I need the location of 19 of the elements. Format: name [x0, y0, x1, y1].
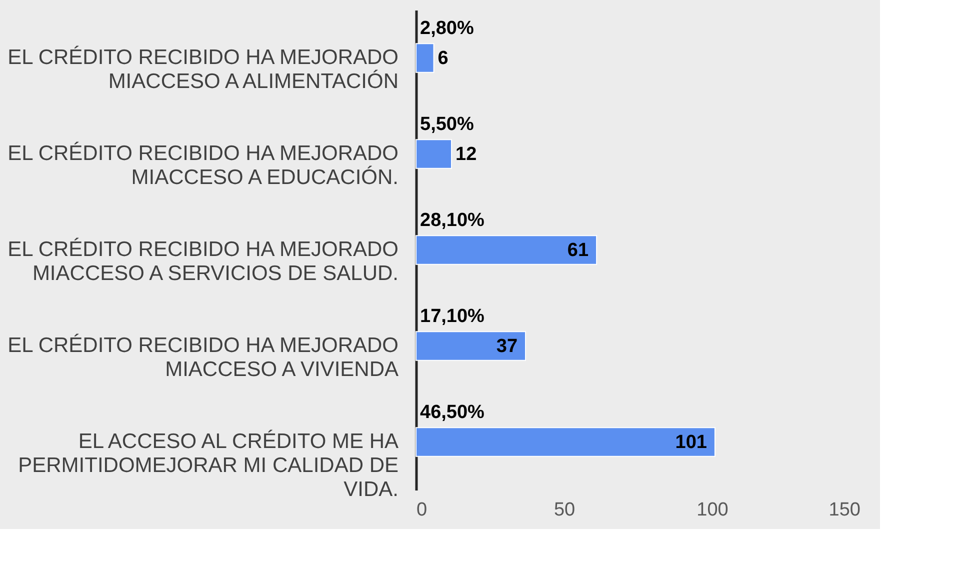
y-tick-label: EL CRÉDITO RECIBIDO HA MEJORADO MIACCESO A EDUCACIÓN.	[8, 141, 398, 189]
x-tick-label: 0	[416, 500, 428, 520]
annotation: 46,50%	[420, 402, 485, 423]
data-label: 12	[456, 144, 477, 165]
annotation: 28,10%	[420, 210, 485, 231]
y-tick-label: EL CRÉDITO RECIBIDO HA MEJORADO MIACCESO A SERVICIOS DE SALUD.	[8, 237, 398, 285]
annotation: 5,50%	[420, 114, 474, 135]
annotation: 2,80%	[420, 18, 474, 39]
data-label: 6	[438, 48, 448, 69]
y-tick-label: EL ACCESO AL CRÉDITO ME HA PERMITIDOMEJORAR MI CALIDAD DE VIDA.	[18, 429, 398, 501]
x-tick-label: 50	[554, 500, 576, 520]
data-label: 101	[675, 432, 708, 453]
annotation: 17,10%	[420, 306, 485, 327]
data-label: 61	[567, 240, 589, 261]
x-tick-label: 100	[696, 500, 728, 520]
data-label: 37	[496, 336, 518, 357]
x-tick-label: 150	[828, 500, 860, 520]
y-tick-label: EL CRÉDITO RECIBIDO HA MEJORADO MIACCESO A ALIMENTACIÓN	[8, 45, 398, 93]
y-tick-label: EL CRÉDITO RECIBIDO HA MEJORADO MIACCESO A VIVIENDA	[8, 333, 398, 381]
